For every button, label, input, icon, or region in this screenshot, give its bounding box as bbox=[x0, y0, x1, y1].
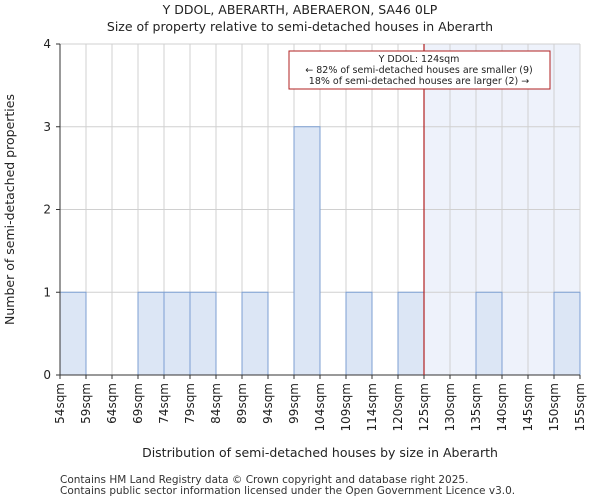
x-tick-label: 135sqm bbox=[469, 383, 483, 431]
y-tick-label: 3 bbox=[43, 120, 51, 134]
annotation-line-2: ← 82% of semi-detached houses are smalle… bbox=[305, 65, 533, 76]
annotation-line-3: 18% of semi-detached houses are larger (… bbox=[309, 76, 529, 87]
x-tick-label: 104sqm bbox=[313, 383, 327, 431]
x-tick-label: 54sqm bbox=[53, 383, 67, 424]
histogram-bar[interactable] bbox=[137, 291, 165, 376]
histogram-bar[interactable] bbox=[475, 291, 503, 376]
histogram-bar[interactable] bbox=[397, 291, 425, 376]
x-tick-label: 155sqm bbox=[573, 383, 587, 431]
x-tick-label: 120sqm bbox=[391, 383, 405, 431]
y-axis-title: Number of semi-detached properties bbox=[2, 94, 17, 325]
y-tick-label: 2 bbox=[43, 203, 51, 217]
x-tick-label: 109sqm bbox=[339, 383, 353, 431]
y-tick-label: 0 bbox=[43, 368, 51, 382]
chart-subtitle: Size of property relative to semi-detach… bbox=[106, 19, 494, 34]
histogram-bar[interactable] bbox=[345, 291, 373, 376]
histogram-bar[interactable] bbox=[241, 291, 269, 376]
footer-copyright: Contains HM Land Registry data © Crown c… bbox=[60, 474, 469, 486]
footer-licence: Contains public sector information licen… bbox=[60, 485, 516, 497]
chart-title: Y DDOL, ABERARTH, ABERAERON, SA46 0LP bbox=[162, 2, 438, 17]
x-tick-label: 69sqm bbox=[131, 383, 145, 424]
x-tick-label: 150sqm bbox=[547, 383, 561, 431]
x-tick-label: 145sqm bbox=[521, 383, 535, 431]
histogram-bar[interactable] bbox=[163, 291, 191, 376]
x-tick-label: 125sqm bbox=[417, 383, 431, 431]
y-tick-label: 4 bbox=[43, 37, 51, 51]
annotation-line-1: Y DDOL: 124sqm bbox=[378, 54, 460, 65]
annotation-box bbox=[288, 50, 551, 90]
x-tick-label: 94sqm bbox=[261, 383, 275, 424]
x-tick-label: 59sqm bbox=[79, 383, 93, 424]
x-tick-label: 74sqm bbox=[157, 383, 171, 424]
x-tick-label: 99sqm bbox=[287, 383, 301, 424]
histogram-bar[interactable] bbox=[293, 126, 321, 376]
histogram-chart: 0 1 2 3 4 54sqm 59sqm 64sqm 69sqm 74sqm 79sqm 84sqm… bbox=[2, 37, 587, 460]
histogram-bar[interactable] bbox=[553, 291, 581, 376]
histogram-bar[interactable] bbox=[59, 291, 87, 376]
x-tick-label: 84sqm bbox=[209, 383, 223, 424]
histogram-bar[interactable] bbox=[189, 291, 217, 376]
x-tick-label: 79sqm bbox=[183, 383, 197, 424]
x-tick-label: 130sqm bbox=[443, 383, 457, 431]
y-tick-label: 1 bbox=[43, 285, 51, 299]
x-axis-title: Distribution of semi-detached houses by … bbox=[142, 445, 498, 460]
x-tick-label: 114sqm bbox=[365, 383, 379, 431]
x-tick-label: 64sqm bbox=[105, 383, 119, 424]
x-tick-label: 89sqm bbox=[235, 383, 249, 424]
x-tick-label: 140sqm bbox=[495, 383, 509, 431]
